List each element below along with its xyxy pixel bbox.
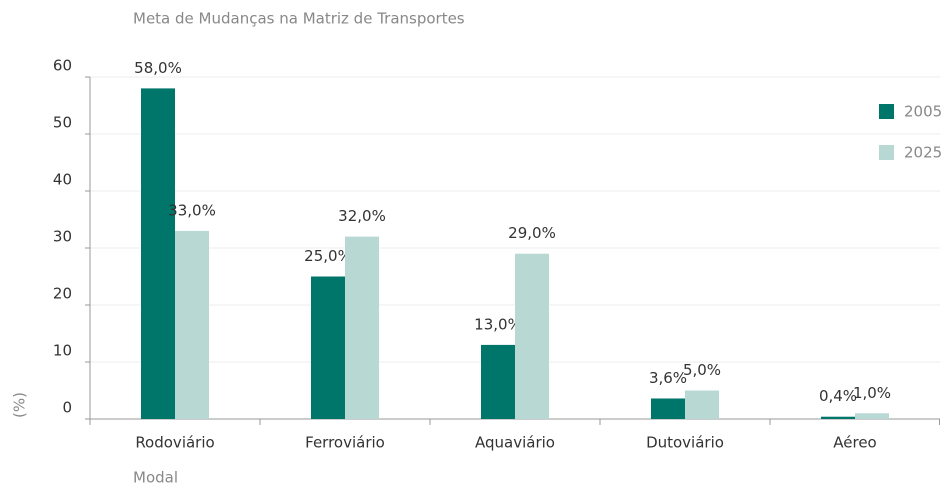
- bar: [175, 230, 209, 419]
- x-tick-label: Aquaviário: [475, 434, 555, 452]
- value-label: 25,0%: [304, 247, 352, 265]
- y-tick-label: 10: [53, 342, 72, 360]
- y-tick-label: 40: [53, 171, 72, 189]
- bar: [855, 413, 889, 419]
- value-label: 29,0%: [508, 224, 556, 242]
- value-label: 13,0%: [474, 315, 522, 333]
- bar: [651, 398, 685, 419]
- bar: [685, 390, 719, 419]
- y-tick-label: 0: [62, 399, 72, 417]
- bar: [821, 416, 855, 419]
- legend-swatch: [879, 145, 894, 160]
- x-tick-label: Aéreo: [833, 434, 876, 452]
- value-label: 3,6%: [649, 369, 687, 387]
- legend-label: 2005: [904, 103, 942, 121]
- value-label: 0,4%: [819, 387, 857, 405]
- y-axis-label: (%): [11, 392, 29, 418]
- value-label: 5,0%: [683, 361, 721, 379]
- bar: [345, 236, 379, 419]
- chart-title: Meta de Mudanças na Matriz de Transporte…: [133, 10, 465, 28]
- value-label: 1,0%: [853, 384, 891, 402]
- value-label: 32,0%: [338, 207, 386, 225]
- x-tick-label: Dutoviário: [646, 434, 724, 452]
- bar: [141, 88, 175, 420]
- bar: [481, 344, 515, 419]
- x-axis-label: Modal: [133, 469, 178, 486]
- x-tick-label: Rodoviário: [135, 434, 214, 452]
- bar: [311, 276, 345, 419]
- y-tick-label: 50: [53, 114, 72, 132]
- y-tick-label: 60: [53, 57, 72, 75]
- x-tick-label: Ferroviário: [305, 434, 385, 452]
- value-label: 58,0%: [134, 59, 182, 77]
- bar: [515, 253, 549, 419]
- legend-swatch: [879, 104, 894, 119]
- value-label: 33,0%: [168, 201, 216, 219]
- y-tick-label: 20: [53, 285, 72, 303]
- y-tick-label: 30: [53, 228, 72, 246]
- legend-label: 2025: [904, 144, 942, 162]
